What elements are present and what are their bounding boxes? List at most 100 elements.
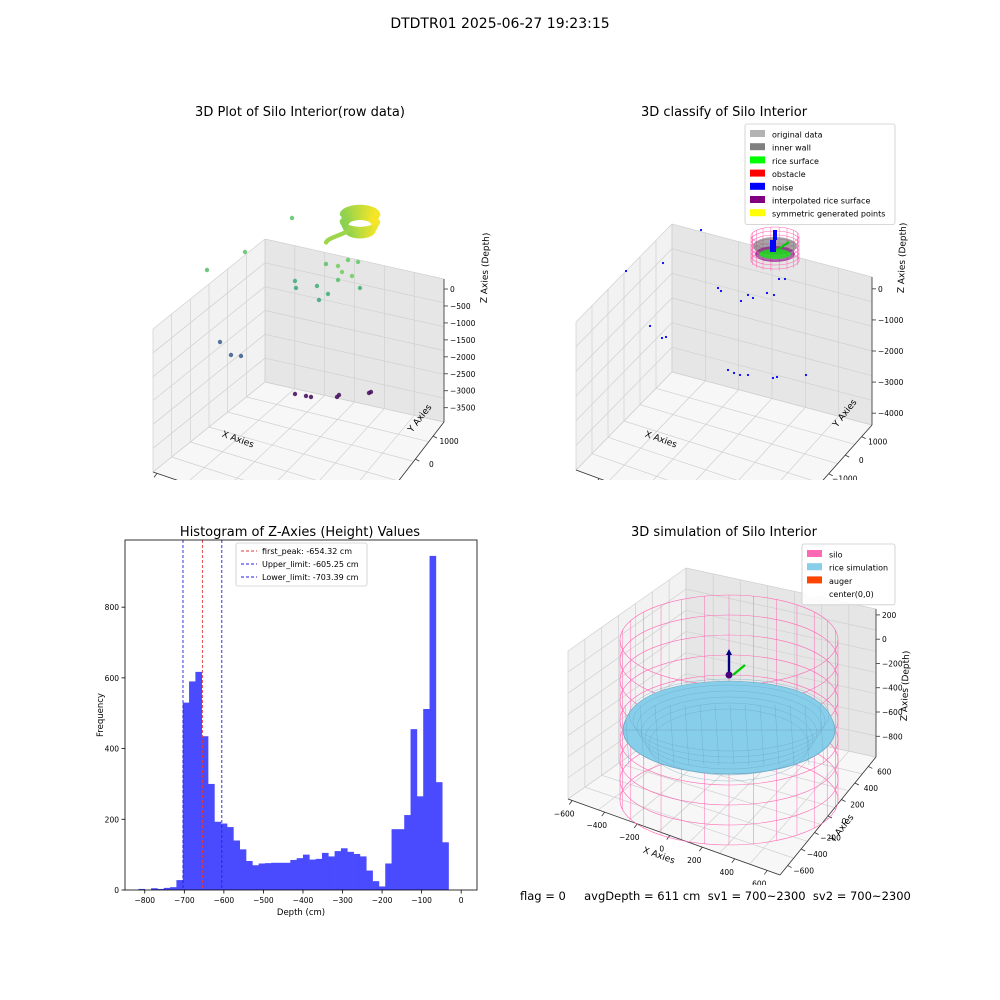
p3-histogram-bar [195, 671, 203, 890]
p4-grid-line [618, 763, 822, 825]
simulation-3d-plot: 3D simulation of Silo Interior −600 −400 −2… [554, 525, 912, 885]
p3-histogram-bar [163, 887, 171, 890]
p4-z-tick-label: −600 [882, 708, 903, 717]
p4-legend-label: rice simulation [829, 564, 888, 573]
p3-histogram-bar [302, 854, 310, 890]
p4-grid-line [685, 609, 877, 652]
p3-histogram-bar [220, 823, 228, 890]
p2-noise-point [738, 373, 742, 377]
p4-z-axis-label: Z Axies (Depth) [900, 651, 912, 722]
p2-noise-cluster [770, 240, 776, 252]
p4-x-tick-label: 0 [659, 844, 664, 853]
p2-z-tick-label: −2000 [878, 347, 904, 356]
p3-x-tick-label: −200 [372, 896, 393, 905]
p3-y-tick-label: 800 [105, 603, 120, 612]
p4-legend-swatch [807, 550, 822, 557]
p4-mesh-line [624, 704, 630, 766]
p3-histogram-bar [233, 840, 240, 890]
p4-mesh-ring [644, 702, 814, 776]
p2-grid-line [695, 398, 773, 480]
p4-z-tick-label: 0 [882, 635, 887, 644]
p4-legend-label: auger [829, 577, 853, 586]
p4-y-tick-label: 400 [864, 784, 879, 793]
p2-y-tick-label: −1000 [832, 475, 858, 480]
p2-noise-point [771, 376, 775, 380]
figure-title: DTDTR01 2025-06-27 19:23:15 [390, 16, 610, 32]
p2-y-tick [845, 454, 850, 458]
p4-y-tick [868, 766, 873, 769]
p2-noise-point [648, 324, 652, 328]
p4-grid-line [685, 588, 877, 631]
p4-mesh-line [684, 704, 690, 766]
p3-histogram-bar [138, 888, 146, 890]
p4-x-tick-label: 400 [720, 868, 735, 877]
p1-data-point [336, 392, 342, 398]
p1-grid-line [171, 456, 245, 480]
p2-legend-swatch [750, 182, 765, 190]
p4-auger-arm [732, 664, 746, 676]
p4-grid-line [567, 631, 687, 715]
p4-center-point [725, 671, 733, 679]
p4-legend-box [801, 543, 896, 606]
p2-x-tick [597, 478, 600, 480]
p3-legend-label: Upper_limit: -605.25 cm [262, 560, 359, 569]
p4-x-tick-label: −200 [619, 833, 640, 842]
p3-histogram-bar [423, 708, 430, 890]
p4-grid-line [749, 750, 850, 865]
p4-grid-line [719, 745, 822, 854]
p3-histogram-bar [246, 861, 253, 890]
status-readout: flag = 0 avgDepth = 611 cm sv1 = 700~230… [520, 889, 911, 903]
p3-histogram-bar [397, 829, 405, 890]
p3-histogram-bar [429, 555, 437, 890]
p1-title: 3D Plot of Silo Interior(row data) [195, 105, 405, 120]
p1-data-point [368, 389, 374, 395]
p3-histogram-bar [189, 681, 196, 890]
p4-mesh-line [819, 704, 825, 766]
p3-legend-box [235, 542, 368, 587]
p3-histogram-bar [170, 887, 177, 890]
p4-x-tick-label: 200 [687, 856, 702, 865]
p1-grid-line [359, 415, 415, 480]
p3-x-axis-label: Depth (cm) [277, 908, 325, 918]
p2-z-tick-label: −4000 [878, 409, 904, 418]
p2-noise-point [777, 277, 781, 281]
p4-z-tick-label: −400 [882, 684, 903, 693]
p3-histogram-bar [372, 881, 380, 890]
classify-3d-plot: 3D classify of Silo Interior −3000 −2000 −1… [575, 105, 909, 480]
p4-title: 3D simulation of Silo Interior [631, 525, 818, 540]
p4-mesh-ring [648, 708, 810, 782]
p4-y-tick-label: 0 [842, 817, 847, 826]
p3-histogram-bar [227, 827, 234, 890]
p1-data-point [242, 249, 248, 255]
p2-y-tick-label: 1000 [868, 438, 887, 447]
p4-grid-line [567, 652, 687, 736]
p4-y-tick [800, 848, 806, 852]
p1-z-tick-label: −2000 [450, 353, 476, 362]
p3-y-axis-label: Frequency [96, 693, 106, 737]
p1-data-point [316, 297, 322, 303]
p1-z-axis-label: Z Axies (Depth) [480, 233, 492, 304]
depth-histogram: Histogram of Z-Axies (Height) Values −800… [96, 525, 478, 918]
p3-y-tick-label: 400 [105, 745, 120, 754]
p1-data-point [204, 267, 210, 273]
p3-title: Histogram of Z-Axies (Height) Values [180, 525, 420, 540]
p2-noise-point [775, 375, 779, 379]
p4-y-tick-label: −400 [807, 850, 828, 859]
p4-y-tick-label: −600 [793, 867, 814, 876]
p2-pane-floor [576, 372, 872, 480]
p2-noise-point [716, 286, 720, 290]
p1-surface-point [323, 240, 329, 245]
p4-legend-swatch [807, 563, 822, 571]
p1-data-point [335, 277, 341, 283]
p3-histogram-bar [366, 870, 373, 890]
p1-grid-line [277, 401, 355, 480]
p1-z-tick-label: 0 [450, 285, 455, 294]
p1-grid-line [190, 441, 317, 480]
p1-data-point [303, 393, 309, 399]
p3-histogram-bar [265, 863, 272, 890]
p3-histogram-bar [334, 851, 342, 890]
p3-x-tick-label: −400 [293, 896, 314, 905]
p3-histogram-bar [176, 880, 184, 890]
p2-grid-line [607, 437, 738, 480]
p2-legend-label: symmetric generated points [772, 210, 885, 219]
